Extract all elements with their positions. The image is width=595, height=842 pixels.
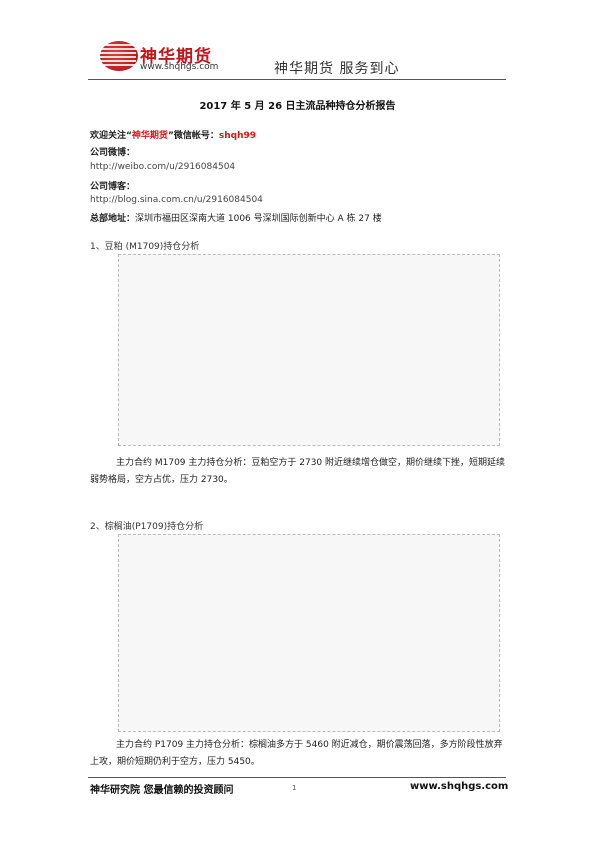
wechat-prefix: 欢迎关注“ [90,131,132,141]
weibo-label: 公司微博： [90,148,136,158]
section1-analysis: 主力合约 M1709 主力持仓分析：豆粕空方于 2730 附近继续增仓做空，期价… [90,455,508,489]
section2-analysis-text: 主力合约 P1709 主力持仓分析：棕榈油多方于 5460 附近减仓，期价震荡回… [90,740,503,767]
header-divider [88,79,506,80]
wechat-id: shqh99 [218,131,256,141]
section1-chart-placeholder [118,254,500,446]
section1-heading: 1、豆粕 (M1709)持仓分析 [90,242,200,252]
section2-heading: 2、棕榈油(P1709)持仓分析 [90,522,204,532]
address-line: 总部地址：深圳市福田区深南大道 1006 号深圳国际创新中心 A 栋 27 楼 [90,211,382,224]
wechat-brand: 神华期货 [131,131,168,141]
report-title: 2017 年 5 月 26 日主流品种持仓分析报告 [199,101,396,112]
footer-divider [88,777,506,778]
section1-analysis-text: 主力合约 M1709 主力持仓分析：豆粕空方于 2730 附近继续增仓做空，期价… [90,458,506,485]
section2-analysis: 主力合约 P1709 主力持仓分析：棕榈油多方于 5460 附近减仓，期价震荡回… [90,737,508,771]
address-text: 深圳市福田区深南大道 1006 号深圳国际创新中心 A 栋 27 楼 [135,214,382,224]
weibo-link[interactable]: http://weibo.com/u/2916084504 [90,162,236,172]
blog-link[interactable]: http://blog.sina.com.cn/u/2916084504 [90,195,263,205]
header-slogan: 神华期货 服务到心 [274,61,400,77]
page-number: 1 [292,784,297,792]
wechat-line: 欢迎关注“神华期货”微信帐号：shqh99 [90,128,256,141]
footer-url[interactable]: www.shqhgs.com [410,781,509,792]
address-label: 总部地址： [90,214,136,224]
brand-name: 神华期货 [140,47,212,67]
wechat-mid: ”微信帐号： [167,131,219,141]
logo-stripes [96,44,136,68]
footer-slogan: 神华研究院 您最信赖的投资顾问 [90,785,234,796]
brand-url: www.shqhgs.com [140,62,219,72]
blog-label: 公司博客： [90,182,136,192]
section2-chart-placeholder [118,534,500,732]
